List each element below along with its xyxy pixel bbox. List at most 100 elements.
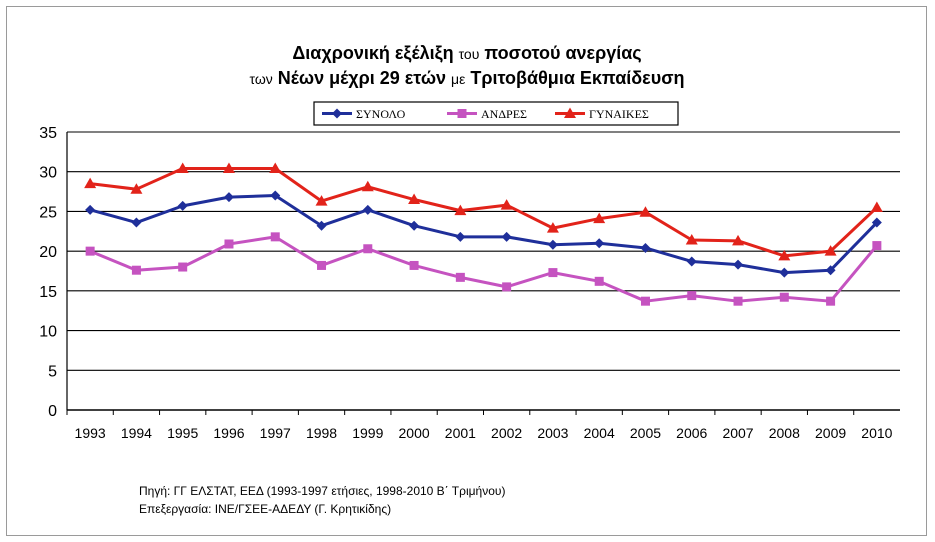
data-point-diamond xyxy=(409,220,420,231)
data-point-triangle xyxy=(732,234,745,246)
data-point-diamond xyxy=(686,256,697,267)
data-point-square xyxy=(85,246,95,256)
data-point-square xyxy=(409,260,419,270)
legend-label: ΑΝΔΡΕΣ xyxy=(481,107,527,121)
data-point-diamond xyxy=(362,204,373,215)
data-point-diamond xyxy=(131,217,142,228)
data-point-diamond xyxy=(871,217,882,228)
data-point-diamond xyxy=(594,238,605,249)
legend-label: ΣΥΝΟΛΟ xyxy=(356,107,406,121)
data-point-triangle xyxy=(500,199,513,210)
data-point-triangle xyxy=(454,204,467,216)
data-point-square xyxy=(779,292,789,302)
data-point-triangle xyxy=(546,222,559,233)
y-tick-label: 10 xyxy=(39,324,57,341)
x-tick-label: 1998 xyxy=(306,425,337,441)
chart-subtitle: των Νέων μέχρι 29 ετών με Τριτοβάθμια Εκ… xyxy=(249,68,684,88)
data-point-square xyxy=(224,239,234,249)
x-tick-label: 1993 xyxy=(75,425,106,441)
x-tick-label: 2001 xyxy=(445,425,476,441)
data-point-diamond xyxy=(223,192,234,203)
data-point-diamond xyxy=(455,231,466,242)
x-tick-label: 1996 xyxy=(213,425,244,441)
y-tick-label: 30 xyxy=(39,165,57,182)
chart-subtitle-part: των xyxy=(249,71,272,87)
data-point-square xyxy=(131,265,141,275)
data-point-triangle xyxy=(408,193,421,205)
data-point-triangle xyxy=(361,180,374,192)
data-point-triangle xyxy=(593,212,606,224)
data-point-triangle xyxy=(269,162,282,174)
data-point-triangle xyxy=(870,201,883,212)
y-tick-label: 5 xyxy=(48,363,57,380)
x-tick-label: 2000 xyxy=(399,425,430,441)
data-point-diamond xyxy=(316,220,327,231)
legend-marker xyxy=(457,109,467,118)
line-chart: Διαχρονική εξέλιξη του ποσοτού ανεργίας … xyxy=(39,43,900,516)
chart-title-part: ποσοτού ανεργίας xyxy=(479,43,641,63)
data-point-square xyxy=(455,272,465,282)
x-tick-label: 1995 xyxy=(167,425,198,441)
data-point-square xyxy=(733,296,743,306)
data-point-diamond xyxy=(85,204,96,215)
data-point-diamond xyxy=(547,239,558,250)
data-point-diamond xyxy=(779,267,790,278)
data-point-triangle xyxy=(176,162,189,174)
data-point-triangle xyxy=(84,177,97,189)
chart-frame: Διαχρονική εξέλιξη του ποσοτού ανεργίας … xyxy=(6,6,927,536)
y-tick-label: 25 xyxy=(39,204,57,221)
data-point-square xyxy=(826,296,836,306)
data-point-square xyxy=(317,260,327,270)
x-tick-label: 2004 xyxy=(584,425,615,441)
source-line: Πηγή: ΓΓ ΕΛΣΤΑΤ, ΕΕΔ (1993-1997 ετήσιες,… xyxy=(139,484,505,498)
data-point-diamond xyxy=(270,190,281,201)
x-tick-label: 2003 xyxy=(537,425,568,441)
data-point-diamond xyxy=(501,231,512,242)
x-tick-label: 2007 xyxy=(722,425,753,441)
x-tick-label: 2002 xyxy=(491,425,522,441)
series-line-2 xyxy=(89,167,878,258)
y-tick-label: 15 xyxy=(39,284,57,301)
data-point-triangle xyxy=(222,162,235,174)
data-point-triangle xyxy=(315,195,328,206)
y-tick-label: 35 xyxy=(39,125,57,142)
y-tick-label: 20 xyxy=(39,244,57,261)
data-point-square xyxy=(270,232,280,242)
data-point-square xyxy=(363,244,373,254)
x-tick-label: 2006 xyxy=(676,425,707,441)
x-tick-label: 1997 xyxy=(260,425,291,441)
data-point-square xyxy=(548,268,558,278)
data-point-square xyxy=(687,291,697,301)
chart-subtitle-part: Τριτοβάθμια Εκπαίδευση xyxy=(465,68,684,88)
chart-title-part: του xyxy=(459,46,480,62)
data-point-square xyxy=(594,276,604,286)
data-point-triangle xyxy=(778,249,791,261)
x-tick-label: 2009 xyxy=(815,425,846,441)
y-tick-label: 0 xyxy=(48,403,57,420)
data-point-triangle xyxy=(130,183,143,194)
data-point-square xyxy=(502,282,512,292)
legend: ΣΥΝΟΛΟ ΑΝΔΡΕΣ ΓΥΝΑΙΚΕΣ xyxy=(313,101,679,126)
x-tick-label: 2010 xyxy=(861,425,892,441)
data-point-triangle xyxy=(685,234,698,245)
legend-marker xyxy=(332,108,342,119)
x-tick-label: 1994 xyxy=(121,425,152,441)
series-line-0 xyxy=(89,194,878,275)
chart-subtitle-part: Νέων μέχρι 29 ετών xyxy=(273,68,451,88)
legend-box xyxy=(313,101,679,126)
processing-line: Επεξεργασία: ΙΝΕ/ΓΣΕΕ-ΑΔΕΔΥ (Γ. Κρητικίδ… xyxy=(139,502,391,516)
data-point-triangle xyxy=(639,206,652,217)
legend-label: ΓΥΝΑΙΚΕΣ xyxy=(589,107,649,121)
x-tick-label: 1999 xyxy=(352,425,383,441)
chart-subtitle-part: με xyxy=(451,71,465,87)
data-point-triangle xyxy=(824,245,837,256)
data-point-square xyxy=(872,241,882,251)
data-point-diamond xyxy=(825,265,836,276)
data-point-square xyxy=(640,296,650,306)
series-line-1 xyxy=(89,235,879,303)
chart-title-part: Διαχρονική εξέλιξη xyxy=(292,43,458,64)
data-point-square xyxy=(178,262,188,272)
data-point-diamond xyxy=(177,200,188,211)
chart-title: Διαχρονική εξέλιξη του ποσοτού ανεργίας xyxy=(292,43,641,64)
data-point-diamond xyxy=(733,259,744,270)
